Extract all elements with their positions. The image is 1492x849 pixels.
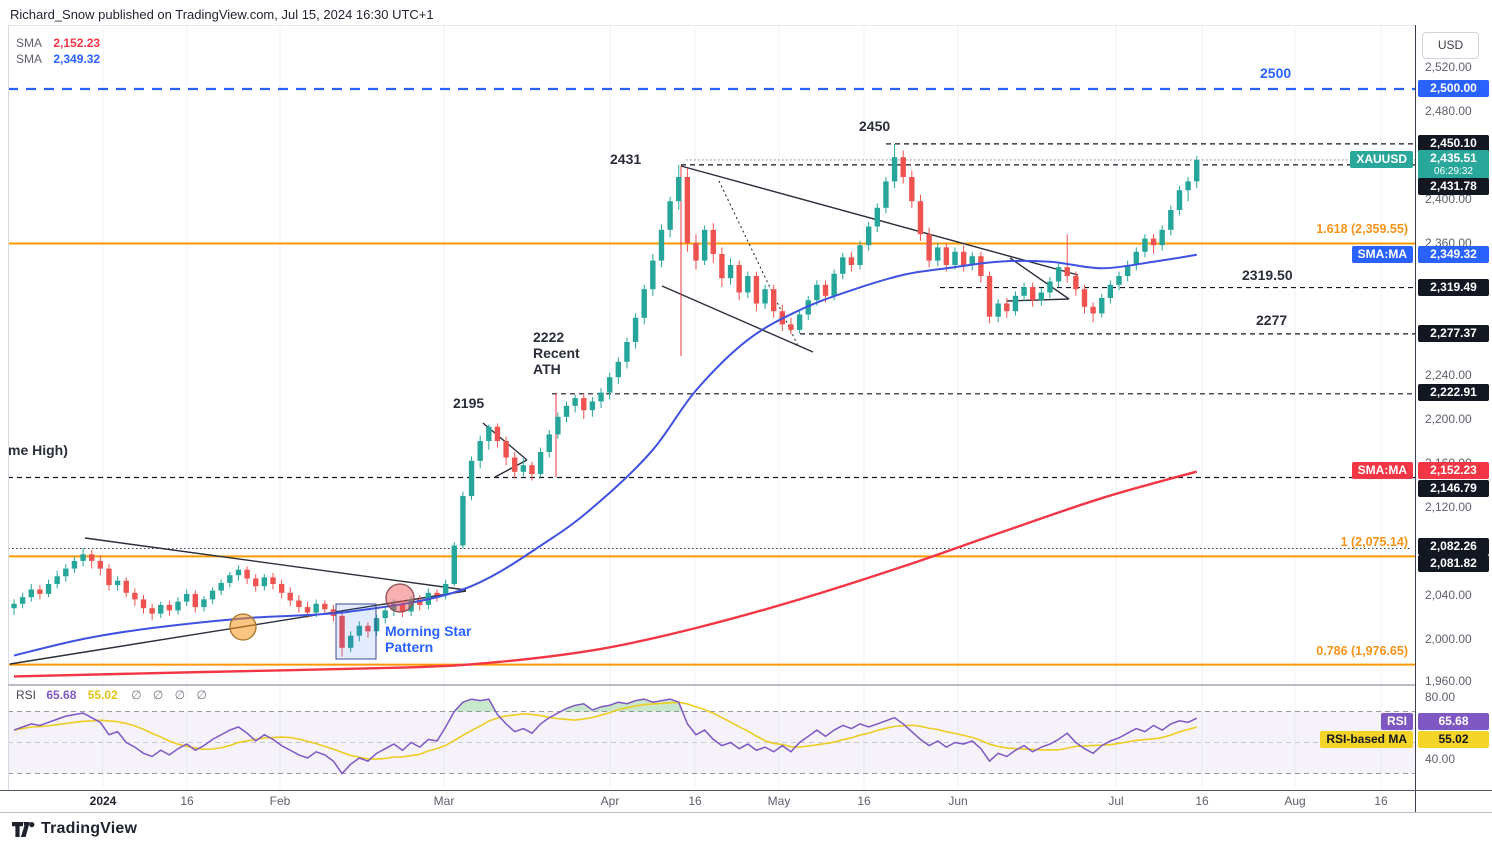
time-axis-label: Jul bbox=[1108, 794, 1124, 808]
pane-divider[interactable] bbox=[8, 684, 1415, 686]
chart-annotation[interactable]: 2431 bbox=[610, 151, 642, 167]
price-axis-badge: 2,082.26 bbox=[1418, 538, 1489, 555]
time-axis-label: 2024 bbox=[89, 794, 117, 808]
chart-annotation[interactable]: 2319.50 bbox=[1242, 267, 1293, 283]
price-axis-badge: 2,146.79 bbox=[1418, 480, 1489, 497]
sma-legend-row[interactable]: SMA 2,152.23 bbox=[16, 36, 100, 52]
time-axis-border-top bbox=[0, 790, 1492, 791]
chart-annotation[interactable]: 2195 bbox=[453, 395, 485, 411]
rsi-ma-value: 55.02 bbox=[87, 688, 118, 702]
candlestick-series bbox=[11, 144, 1200, 657]
brand-name: TradingView bbox=[41, 820, 138, 837]
sma-lines bbox=[13, 253, 1198, 678]
price-axis-badge: 2,152.23 bbox=[1418, 462, 1489, 479]
price-axis-badge: 2,431.78 bbox=[1418, 178, 1489, 195]
fib-level-label[interactable]: 1.618 (2,359.55) bbox=[1316, 222, 1408, 237]
fib-level-label[interactable]: 1 (2,075.14) bbox=[1340, 535, 1408, 550]
series-name-label: RSI-based MA bbox=[1320, 731, 1413, 748]
time-axis-label: Aug bbox=[1284, 794, 1306, 808]
grid-lines bbox=[102, 26, 1382, 789]
sma-label: SMA bbox=[16, 36, 43, 50]
time-axis-label: 16 bbox=[1195, 794, 1209, 808]
currency-button[interactable]: USD bbox=[1422, 32, 1479, 59]
price-axis-badge: 2,435.51 06:29:32 bbox=[1418, 150, 1489, 180]
pattern-highlights bbox=[229, 583, 415, 660]
price-axis-badge: 2,319.49 bbox=[1418, 279, 1489, 296]
rsi-empty-slots: ∅ ∅ ∅ ∅ bbox=[131, 688, 211, 702]
sma-label: SMA bbox=[16, 52, 43, 66]
trendline-drawings bbox=[9, 165, 1079, 665]
publish-attribution: Richard_Snow published on TradingView.co… bbox=[10, 7, 434, 22]
rsi-legend[interactable]: RSI 65.68 55.02 ∅ ∅ ∅ ∅ bbox=[16, 688, 211, 702]
time-axis-label: Mar bbox=[433, 794, 455, 808]
price-axis-label: 2,480.00 bbox=[1425, 104, 1472, 118]
time-axis-label: May bbox=[767, 794, 791, 808]
chart-annotation[interactable]: 2450 bbox=[859, 118, 891, 134]
chart-annotation[interactable]: Morning Star Pattern bbox=[385, 623, 472, 655]
rsi-series bbox=[13, 698, 1198, 775]
price-axis-label: 2,120.00 bbox=[1425, 500, 1472, 514]
series-name-label: SMA:MA bbox=[1351, 246, 1413, 263]
time-axis-label: 16 bbox=[180, 794, 194, 808]
price-levels bbox=[8, 87, 1415, 550]
price-axis-label: 2,000.00 bbox=[1425, 632, 1472, 646]
sma-legend-row[interactable]: SMA 2,349.32 bbox=[16, 52, 100, 68]
price-axis-label: 2,200.00 bbox=[1425, 412, 1472, 426]
fib-levels bbox=[8, 242, 1415, 666]
price-axis-label: 80.00 bbox=[1425, 690, 1456, 704]
price-axis-badge: 65.68 bbox=[1418, 713, 1489, 730]
price-axis-badge: 55.02 bbox=[1418, 731, 1489, 748]
price-axis-badge: 2,222.91 bbox=[1418, 384, 1489, 401]
main-chart-canvas[interactable] bbox=[0, 0, 1415, 812]
frame-left-border bbox=[8, 25, 9, 812]
rsi-band bbox=[8, 711, 1415, 774]
price-axis-badge: 2,500.00 bbox=[1418, 80, 1489, 97]
countdown-timer: 06:29:32 bbox=[1434, 166, 1473, 177]
price-axis-badge: 2,277.37 bbox=[1418, 325, 1489, 342]
series-name-label: RSI bbox=[1380, 713, 1413, 730]
tradingview-logo[interactable]: TradingView bbox=[12, 820, 137, 838]
indicator-legend: SMA 2,152.23 SMA 2,349.32 bbox=[16, 36, 100, 68]
frame-top-border bbox=[8, 25, 1492, 26]
time-axis-label: Feb bbox=[269, 794, 291, 808]
price-axis-border bbox=[1415, 25, 1416, 812]
series-name-label: SMA:MA bbox=[1351, 462, 1413, 479]
rsi-value: 65.68 bbox=[46, 688, 77, 702]
price-axis-label: 2,520.00 bbox=[1425, 60, 1472, 74]
fib-level-label[interactable]: 0.786 (1,976.65) bbox=[1316, 643, 1408, 658]
time-axis-label: Apr bbox=[600, 794, 620, 808]
time-axis-label: 16 bbox=[688, 794, 702, 808]
chart-annotation[interactable]: me High) bbox=[8, 442, 68, 458]
price-axis[interactable]: USD 2,520.00 2,480.00 2,400.00 2,360.00 2,24… bbox=[1416, 25, 1492, 790]
tv-logo-icon bbox=[12, 821, 35, 837]
price-axis-label: 2,240.00 bbox=[1425, 368, 1472, 382]
chart-annotation[interactable]: 2500 bbox=[1260, 65, 1292, 81]
series-name-label: XAUUSD bbox=[1350, 151, 1413, 168]
time-axis-border-bottom bbox=[0, 812, 1492, 813]
price-axis-badge: 2,349.32 bbox=[1418, 246, 1489, 263]
price-axis-badge: 2,081.82 bbox=[1418, 555, 1489, 572]
price-axis-label: 2,400.00 bbox=[1425, 192, 1472, 206]
sma-red-value: 2,152.23 bbox=[53, 36, 101, 50]
price-axis-badge: 2,450.10 bbox=[1418, 135, 1489, 152]
time-axis-label: 16 bbox=[1374, 794, 1388, 808]
price-axis-label: 40.00 bbox=[1425, 752, 1456, 766]
price-axis-label: 2,040.00 bbox=[1425, 588, 1472, 602]
time-axis-label: Jun bbox=[948, 794, 968, 808]
time-axis[interactable]: 2024 16 Feb Mar Apr 16 May 16 Jun Jul 16 Aug 16 bbox=[0, 791, 1492, 812]
sma-blue-value: 2,349.32 bbox=[53, 52, 101, 66]
chart-annotation[interactable]: 2222 Recent ATH bbox=[533, 329, 580, 377]
chart-annotation[interactable]: 2277 bbox=[1256, 312, 1288, 328]
time-axis-label: 16 bbox=[857, 794, 871, 808]
price-axis-label: 1,960.00 bbox=[1425, 674, 1472, 688]
rsi-label: RSI bbox=[16, 688, 37, 702]
